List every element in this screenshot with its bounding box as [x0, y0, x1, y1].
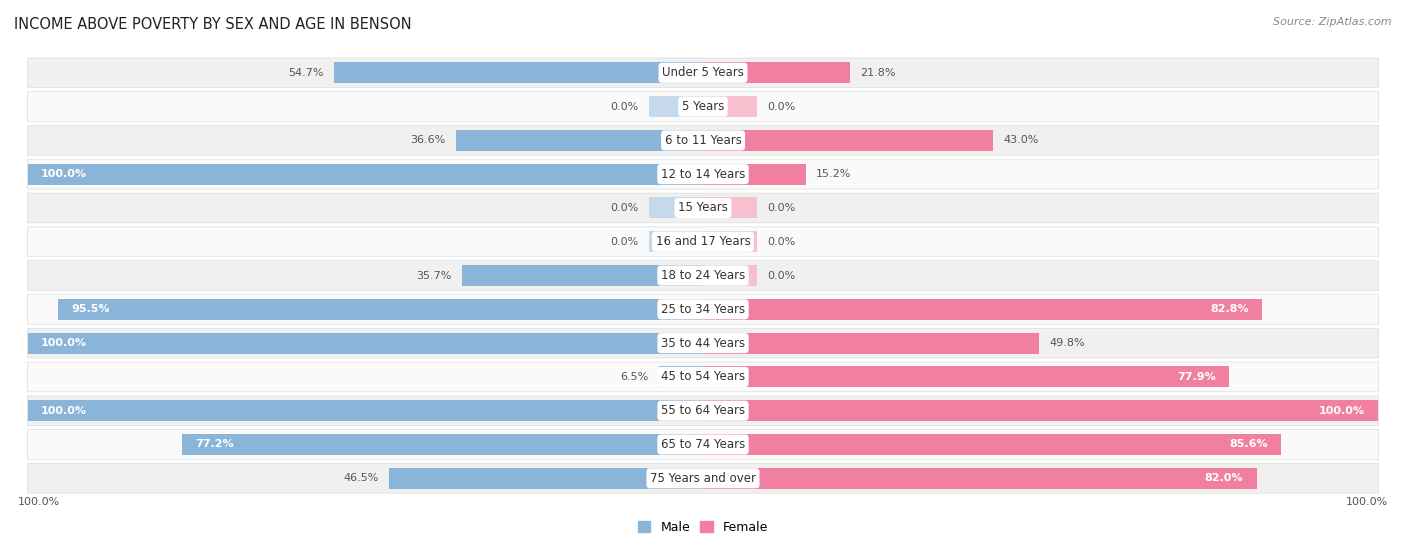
Text: 85.6%: 85.6%	[1229, 439, 1268, 449]
Bar	[703, 434, 1281, 455]
Text: 0.0%: 0.0%	[610, 102, 638, 112]
Bar	[703, 299, 1263, 320]
FancyBboxPatch shape	[28, 227, 1378, 257]
FancyBboxPatch shape	[28, 193, 1378, 223]
Bar	[333, 62, 703, 83]
Text: 100.0%: 100.0%	[1319, 406, 1365, 416]
Text: 35.7%: 35.7%	[416, 271, 451, 281]
Text: INCOME ABOVE POVERTY BY SEX AND AGE IN BENSON: INCOME ABOVE POVERTY BY SEX AND AGE IN B…	[14, 17, 412, 32]
Bar	[703, 400, 1378, 421]
Text: 82.0%: 82.0%	[1205, 473, 1243, 484]
Text: 49.8%: 49.8%	[1049, 338, 1085, 348]
Bar	[181, 434, 703, 455]
FancyBboxPatch shape	[28, 295, 1378, 324]
Text: 15 Years: 15 Years	[678, 201, 728, 215]
FancyBboxPatch shape	[28, 463, 1378, 493]
Text: 0.0%: 0.0%	[768, 203, 796, 213]
Text: 45 to 54 Years: 45 to 54 Years	[661, 371, 745, 383]
Bar	[28, 400, 703, 421]
Bar	[58, 299, 703, 320]
Bar	[28, 164, 703, 184]
Bar	[703, 333, 1039, 354]
Text: 6 to 11 Years: 6 to 11 Years	[665, 134, 741, 147]
Text: 35 to 44 Years: 35 to 44 Years	[661, 337, 745, 349]
Bar	[703, 468, 1257, 489]
Text: 5 Years: 5 Years	[682, 100, 724, 113]
Text: Under 5 Years: Under 5 Years	[662, 67, 744, 79]
Bar	[650, 231, 703, 252]
Bar	[703, 62, 851, 83]
FancyBboxPatch shape	[28, 362, 1378, 392]
Text: 100.0%: 100.0%	[41, 406, 87, 416]
FancyBboxPatch shape	[28, 260, 1378, 291]
Text: 18 to 24 Years: 18 to 24 Years	[661, 269, 745, 282]
Bar	[461, 265, 703, 286]
Bar	[703, 96, 756, 117]
Text: 65 to 74 Years: 65 to 74 Years	[661, 438, 745, 451]
Text: 16 and 17 Years: 16 and 17 Years	[655, 235, 751, 248]
Text: 0.0%: 0.0%	[768, 271, 796, 281]
Bar	[703, 265, 756, 286]
Text: 0.0%: 0.0%	[610, 203, 638, 213]
Text: 100.0%: 100.0%	[41, 169, 87, 179]
Text: Source: ZipAtlas.com: Source: ZipAtlas.com	[1274, 17, 1392, 27]
Text: 100.0%: 100.0%	[1347, 497, 1389, 507]
Text: 77.2%: 77.2%	[195, 439, 233, 449]
FancyBboxPatch shape	[28, 328, 1378, 358]
Bar	[650, 197, 703, 219]
Text: 43.0%: 43.0%	[1004, 135, 1039, 145]
FancyBboxPatch shape	[28, 58, 1378, 88]
Bar	[703, 367, 1229, 387]
Bar	[703, 197, 756, 219]
Text: 36.6%: 36.6%	[411, 135, 446, 145]
Text: 0.0%: 0.0%	[768, 237, 796, 247]
FancyBboxPatch shape	[28, 126, 1378, 155]
Bar	[389, 468, 703, 489]
Bar	[703, 130, 994, 151]
Bar	[659, 367, 703, 387]
Text: 77.9%: 77.9%	[1177, 372, 1216, 382]
Text: 0.0%: 0.0%	[768, 102, 796, 112]
Text: 100.0%: 100.0%	[17, 497, 59, 507]
Text: 25 to 34 Years: 25 to 34 Years	[661, 303, 745, 316]
FancyBboxPatch shape	[28, 396, 1378, 425]
Text: 82.8%: 82.8%	[1211, 304, 1249, 314]
Text: 55 to 64 Years: 55 to 64 Years	[661, 404, 745, 417]
Text: 12 to 14 Years: 12 to 14 Years	[661, 168, 745, 181]
Text: 75 Years and over: 75 Years and over	[650, 472, 756, 485]
Bar	[703, 164, 806, 184]
Text: 100.0%: 100.0%	[41, 338, 87, 348]
FancyBboxPatch shape	[28, 430, 1378, 459]
Text: 0.0%: 0.0%	[610, 237, 638, 247]
FancyBboxPatch shape	[28, 159, 1378, 189]
Text: 6.5%: 6.5%	[620, 372, 650, 382]
Text: 95.5%: 95.5%	[72, 304, 110, 314]
Text: 46.5%: 46.5%	[343, 473, 378, 484]
Bar	[456, 130, 703, 151]
Legend: Male, Female: Male, Female	[633, 515, 773, 539]
Text: 54.7%: 54.7%	[288, 68, 323, 78]
Text: 21.8%: 21.8%	[860, 68, 896, 78]
Bar	[650, 96, 703, 117]
Bar	[28, 333, 703, 354]
Bar	[703, 231, 756, 252]
FancyBboxPatch shape	[28, 92, 1378, 121]
Text: 15.2%: 15.2%	[815, 169, 851, 179]
